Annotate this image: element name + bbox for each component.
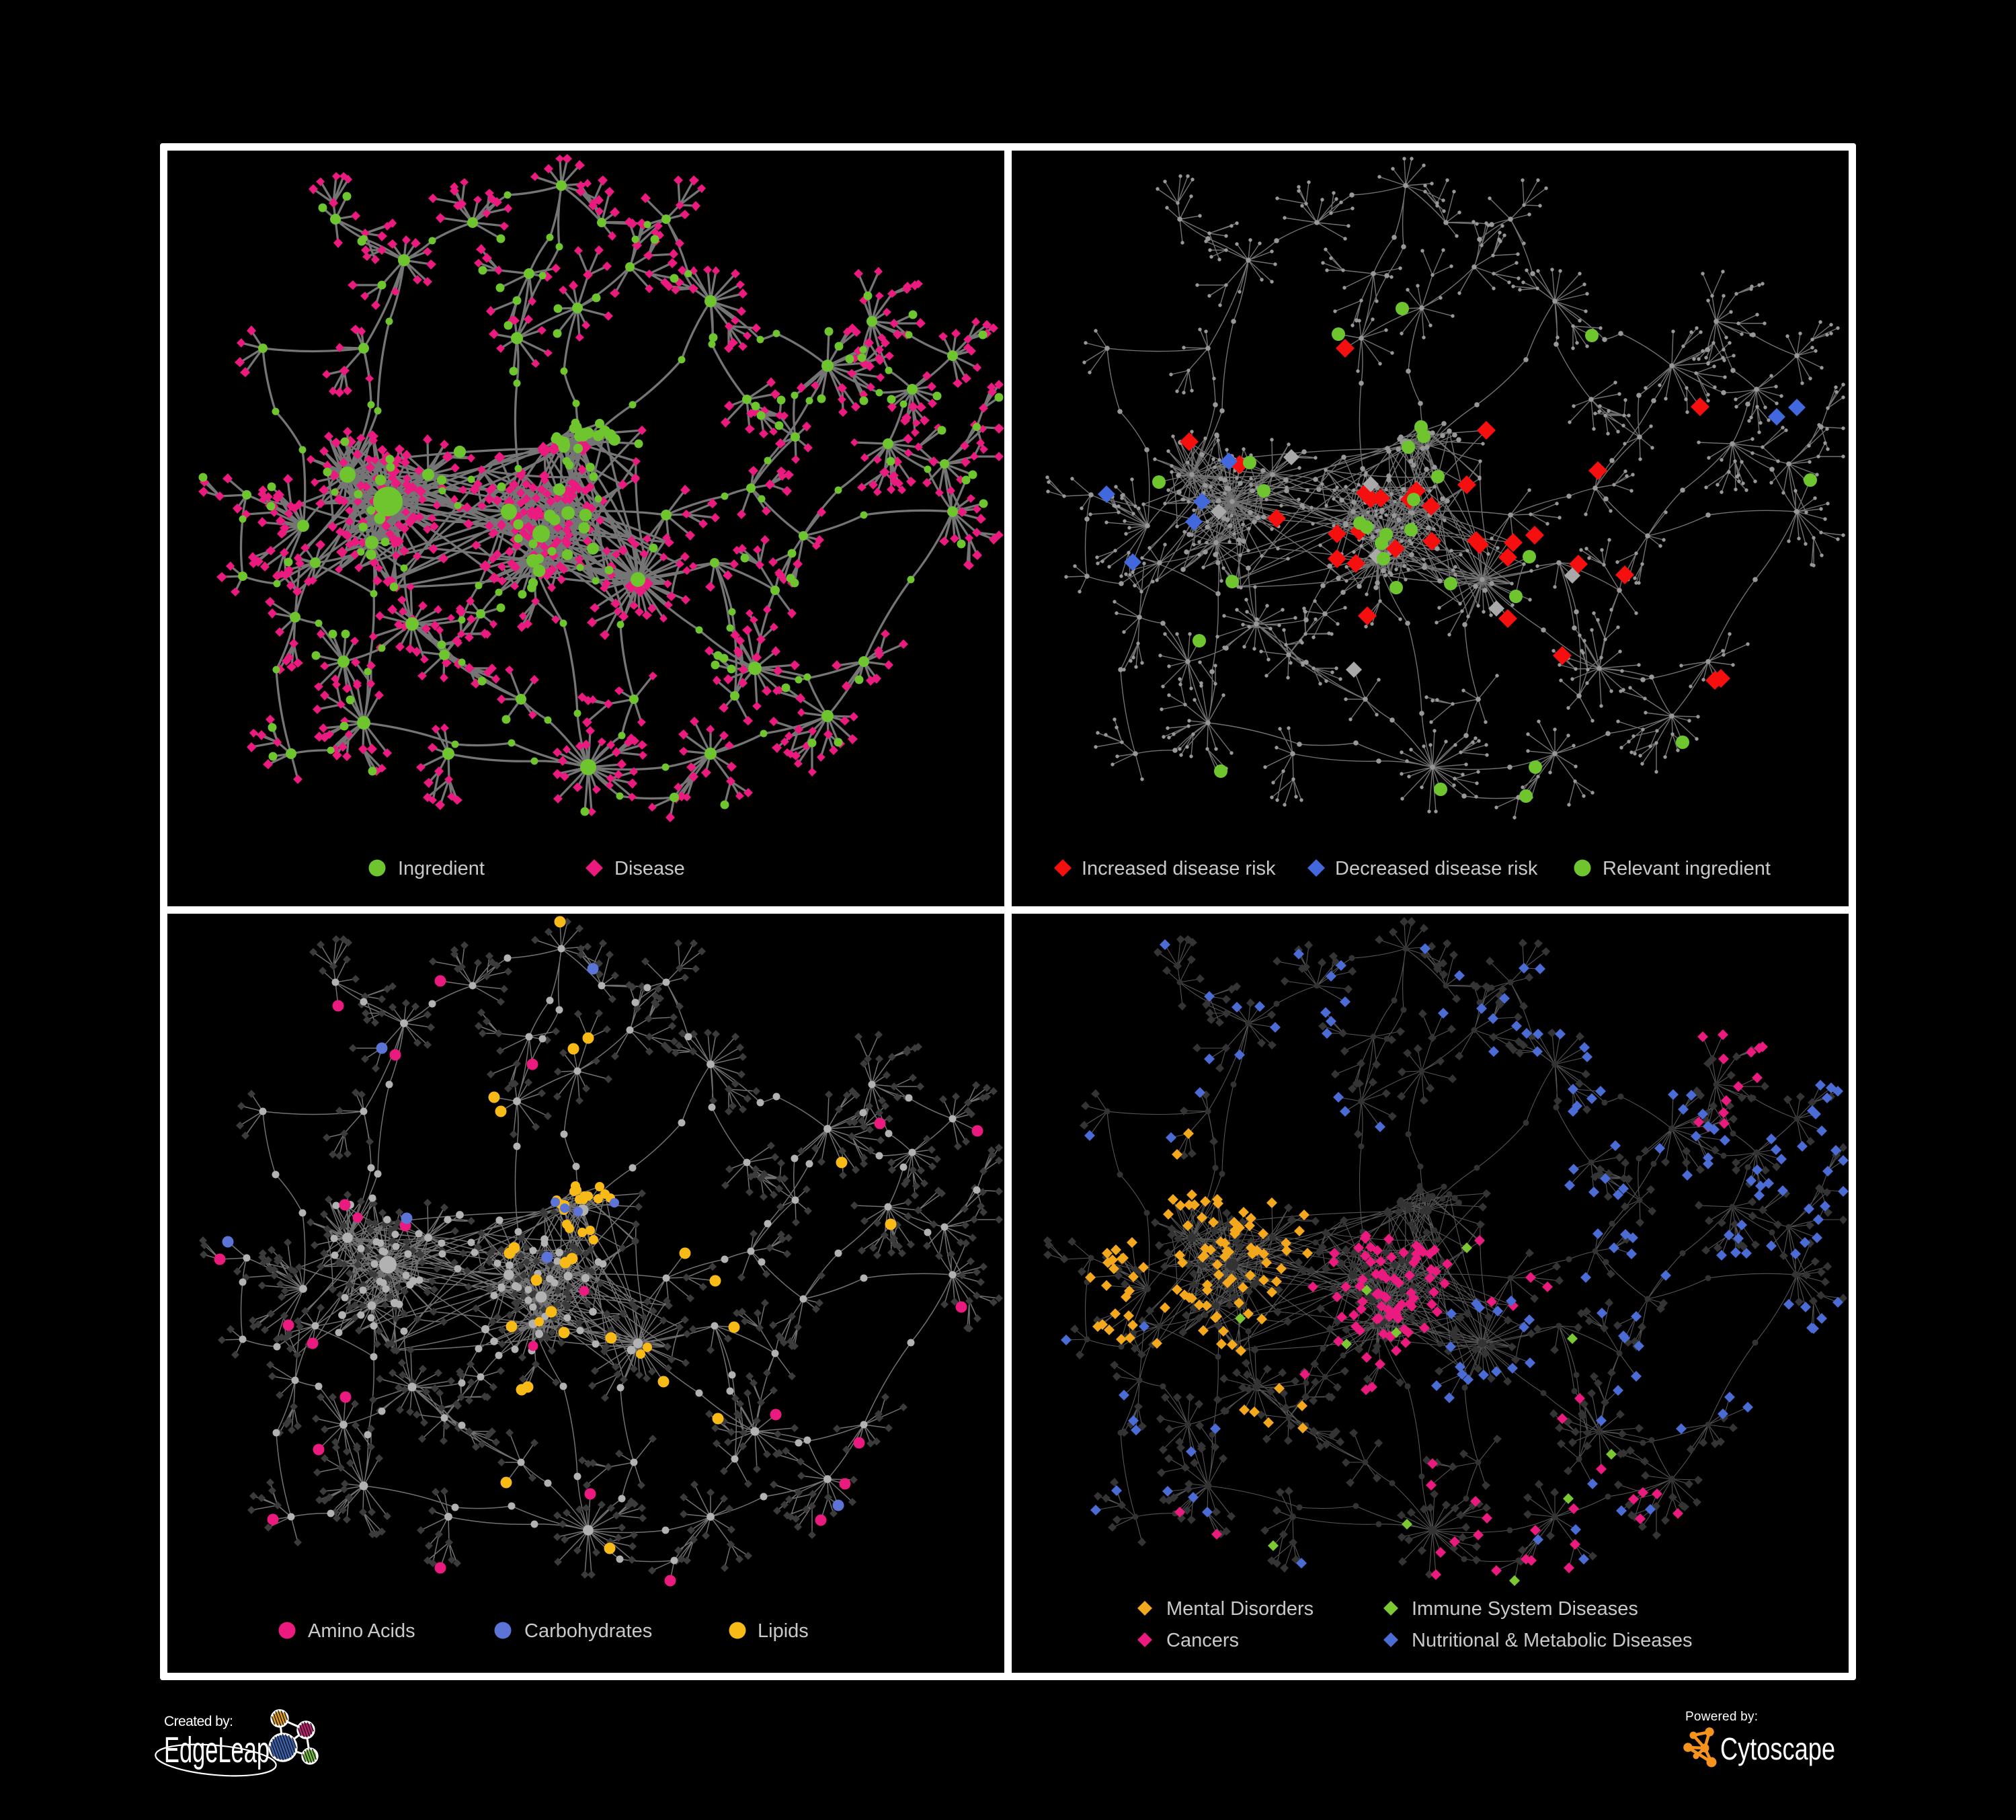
svg-text:Cytoscape: Cytoscape — [1720, 1731, 1835, 1766]
svg-text:Ingredient: Ingredient — [398, 858, 485, 879]
svg-text:Disease: Disease — [614, 858, 685, 879]
svg-text:EdgeLeap: EdgeLeap — [164, 1730, 270, 1770]
svg-text:Decreased disease risk: Decreased disease risk — [1335, 858, 1538, 879]
svg-text:Created by:: Created by: — [164, 1714, 233, 1729]
svg-text:Nutritional & Metabolic Diseas: Nutritional & Metabolic Diseases — [1412, 1630, 1692, 1651]
svg-text:Increased disease risk: Increased disease risk — [1082, 858, 1276, 879]
svg-text:Cancers: Cancers — [1166, 1630, 1239, 1651]
svg-text:Relevant ingredient: Relevant ingredient — [1603, 858, 1771, 879]
svg-text:Immune System Diseases: Immune System Diseases — [1412, 1598, 1638, 1620]
svg-text:Powered by:: Powered by: — [1685, 1710, 1758, 1724]
svg-text:Carbohydrates: Carbohydrates — [524, 1620, 652, 1642]
svg-text:Mental Disorders: Mental Disorders — [1166, 1598, 1314, 1620]
svg-text:Lipids: Lipids — [758, 1620, 809, 1642]
svg-text:Amino Acids: Amino Acids — [308, 1620, 415, 1642]
